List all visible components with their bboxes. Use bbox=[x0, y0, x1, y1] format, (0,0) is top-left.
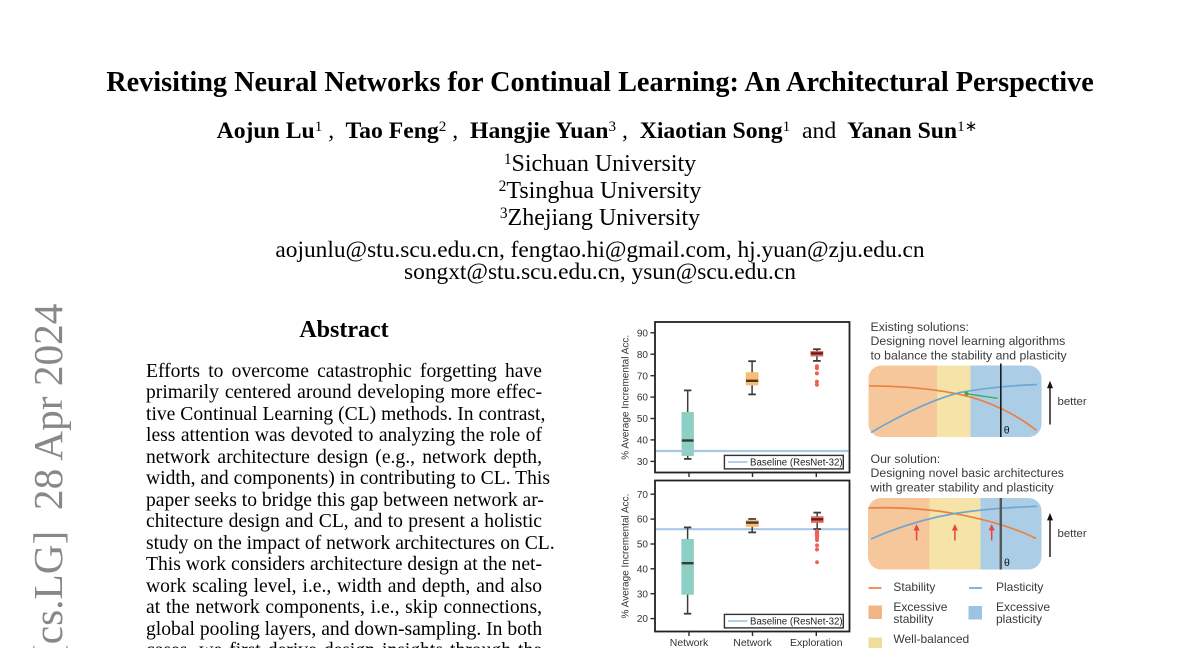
svg-text:70: 70 bbox=[637, 490, 649, 501]
svg-text:20: 20 bbox=[637, 614, 649, 625]
svg-text:60: 60 bbox=[637, 515, 649, 526]
svg-text:θ: θ bbox=[1004, 557, 1010, 569]
svg-text:Stability: Stability bbox=[893, 580, 935, 594]
svg-text:Well-balanced: Well-balanced bbox=[893, 632, 969, 646]
svg-text:50: 50 bbox=[637, 414, 649, 425]
svg-text:% Average Incremental Acc.: % Average Incremental Acc. bbox=[621, 335, 632, 460]
svg-text:to balance the stability and p: to balance the stability and plasticity bbox=[871, 349, 1068, 363]
svg-text:Existing solutions:: Existing solutions: bbox=[871, 320, 969, 334]
svg-text:stability: stability bbox=[893, 612, 933, 626]
svg-text:40: 40 bbox=[637, 564, 649, 575]
svg-text:70: 70 bbox=[637, 371, 649, 382]
svg-text:40: 40 bbox=[637, 436, 649, 447]
svg-text:Baseline (ResNet-32): Baseline (ResNet-32) bbox=[750, 617, 843, 628]
svg-text:better: better bbox=[1058, 528, 1087, 540]
svg-text:Excessive: Excessive bbox=[893, 600, 947, 614]
svg-text:% Average Incremental Acc.: % Average Incremental Acc. bbox=[621, 494, 632, 619]
svg-text:θ: θ bbox=[1004, 425, 1010, 437]
svg-text:Plasticity: Plasticity bbox=[996, 580, 1043, 594]
svg-text:with greater stability and pla: with greater stability and plasticity bbox=[870, 481, 1055, 495]
svg-text:80: 80 bbox=[637, 350, 649, 361]
svg-text:Exploration: Exploration bbox=[790, 637, 843, 648]
svg-text:90: 90 bbox=[637, 328, 649, 339]
svg-text:Excessive: Excessive bbox=[996, 600, 1050, 614]
svg-text:Our solution:: Our solution: bbox=[871, 452, 941, 466]
svg-text:Network: Network bbox=[733, 637, 772, 648]
svg-text:Designing novel learning algor: Designing novel learning algorithms bbox=[871, 334, 1066, 348]
svg-text:60: 60 bbox=[637, 393, 649, 404]
svg-text:Baseline (ResNet-32): Baseline (ResNet-32) bbox=[750, 458, 843, 469]
svg-text:Designing novel basic architec: Designing novel basic architectures bbox=[871, 466, 1064, 480]
svg-text:better: better bbox=[1058, 396, 1087, 408]
svg-text:30: 30 bbox=[637, 589, 649, 600]
svg-text:plasticity: plasticity bbox=[996, 612, 1042, 626]
svg-text:30: 30 bbox=[637, 457, 649, 468]
svg-text:Network: Network bbox=[670, 637, 709, 648]
svg-text:50: 50 bbox=[637, 540, 649, 551]
